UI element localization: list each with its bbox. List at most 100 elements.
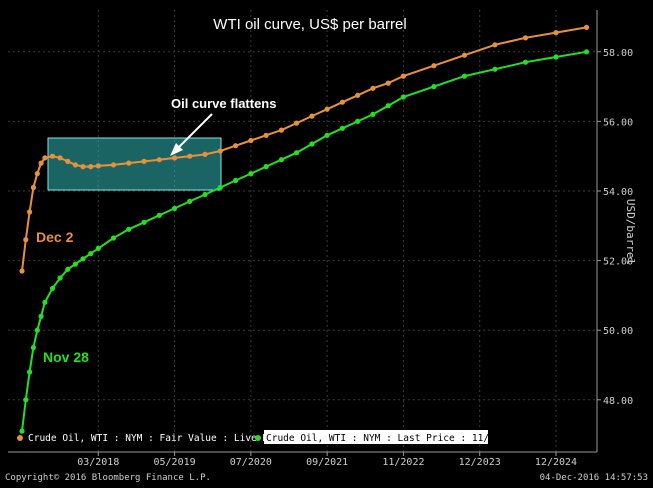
x-tick-label: 07/2020 — [230, 457, 272, 468]
series-point-1 — [324, 132, 330, 138]
series-point-0 — [294, 120, 300, 126]
legend-entry-last-price: Crude Oil, WTI : NYM : Last Price : 11/2… — [266, 433, 529, 444]
series-point-0 — [431, 63, 437, 69]
series-point-1 — [522, 59, 529, 65]
series-point-0 — [370, 85, 376, 91]
series-point-0 — [385, 80, 391, 86]
series-point-1 — [80, 256, 86, 262]
series-line-0 — [21, 26, 587, 272]
legend-entry-background — [264, 430, 488, 444]
series-point-0 — [38, 160, 44, 166]
series-point-1 — [339, 125, 345, 131]
series-point-0 — [461, 52, 468, 58]
series-point-1 — [355, 118, 361, 124]
series-point-1 — [217, 184, 223, 191]
series-point-0 — [110, 162, 117, 168]
y-tick-label: 52.00 — [603, 257, 633, 268]
series-point-1 — [34, 327, 40, 333]
annotation-arrow-head — [170, 143, 183, 156]
chart-title: WTI oil curve, US$ per barrel — [213, 16, 406, 33]
y-tick-label: 56.00 — [603, 117, 633, 128]
series-point-1 — [172, 205, 178, 211]
series-point-1 — [202, 191, 208, 198]
series-layer — [19, 24, 590, 434]
series-point-1 — [187, 198, 193, 204]
series-point-0 — [263, 132, 269, 138]
series-point-1 — [30, 345, 36, 351]
series-point-0 — [126, 160, 132, 166]
series-point-1 — [88, 251, 94, 257]
legend-marker-orange — [17, 435, 23, 441]
series-point-0 — [233, 143, 239, 149]
series-point-0 — [19, 268, 25, 274]
series-line-1 — [21, 50, 587, 432]
series-point-0 — [65, 158, 71, 164]
series-point-1 — [49, 285, 56, 291]
axes — [8, 10, 598, 453]
series-point-0 — [324, 106, 330, 112]
grid — [8, 10, 597, 452]
series-point-1 — [461, 73, 468, 79]
series-point-0 — [172, 155, 178, 161]
series-point-0 — [141, 158, 147, 164]
series-point-0 — [49, 153, 56, 159]
label-dec2: Dec 2 — [36, 229, 74, 245]
series-point-1 — [309, 141, 315, 147]
series-point-0 — [202, 151, 208, 157]
series-point-0 — [400, 73, 406, 79]
series-point-1 — [27, 369, 33, 375]
series-point-1 — [126, 226, 132, 232]
series-point-1 — [65, 266, 71, 272]
series-point-1 — [42, 299, 48, 305]
x-tick-label: 05/2019 — [153, 457, 195, 468]
legend-entry-fair-value: Crude Oil, WTI : NYM : Fair Value : Live… — [28, 433, 285, 444]
footer-timestamp: 04-Dec-2016 14:57:53 — [540, 473, 648, 483]
y-tick-label: 48.00 — [603, 396, 633, 407]
x-tick-label: 12/2023 — [459, 457, 501, 468]
series-point-1 — [19, 428, 25, 434]
series-point-1 — [263, 164, 269, 170]
series-point-1 — [248, 171, 254, 177]
series-point-0 — [278, 127, 284, 133]
series-point-1 — [553, 54, 559, 60]
legend: Crude Oil, WTI : NYM : Fair Value : Live… — [17, 430, 529, 444]
series-point-0 — [522, 35, 529, 41]
series-point-1 — [156, 212, 162, 218]
series-point-1 — [278, 157, 284, 163]
series-point-1 — [294, 150, 300, 156]
series-point-1 — [370, 111, 376, 117]
series-point-0 — [34, 171, 40, 177]
series-point-1 — [23, 397, 29, 403]
series-point-0 — [95, 163, 101, 169]
series-point-1 — [431, 84, 437, 90]
series-point-0 — [88, 164, 94, 170]
series-point-0 — [42, 155, 48, 161]
footer-copyright: Copyright© 2016 Bloomberg Finance L.P. — [5, 473, 211, 483]
series-point-1 — [233, 177, 239, 184]
series-point-1 — [72, 261, 78, 267]
series-point-1 — [57, 275, 63, 281]
y-tick-label: 54.00 — [603, 187, 633, 198]
annotation-flattens: Oil curve flattens — [171, 96, 276, 111]
series-point-0 — [583, 24, 590, 30]
series-point-0 — [80, 164, 86, 170]
series-point-0 — [553, 29, 559, 36]
y-tick-label: 58.00 — [603, 48, 633, 59]
series-point-0 — [30, 184, 36, 191]
series-point-1 — [583, 49, 590, 55]
series-point-0 — [309, 113, 315, 119]
series-point-0 — [248, 137, 254, 144]
series-point-0 — [27, 209, 33, 215]
series-point-0 — [355, 92, 361, 98]
series-point-0 — [492, 42, 498, 48]
x-ticks: 03/2018 05/2019 07/2020 09/2021 11/2022 12/20… — [77, 452, 577, 468]
x-tick-label: 03/2018 — [77, 457, 119, 468]
series-point-0 — [57, 155, 63, 161]
y-tick-label: 50.00 — [603, 326, 633, 337]
label-nov28: Nov 28 — [43, 349, 89, 365]
series-point-1 — [492, 66, 498, 72]
y-ticks: 48.00 50.00 52.00 54.00 56.00 58.00 — [597, 48, 633, 407]
x-tick-label: 09/2021 — [306, 457, 348, 468]
